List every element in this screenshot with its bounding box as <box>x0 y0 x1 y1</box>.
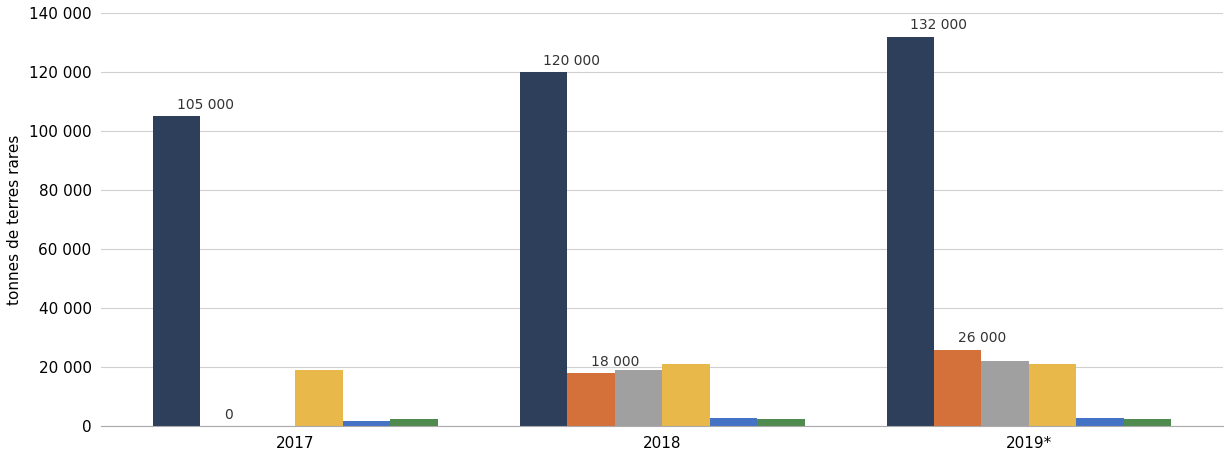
Bar <box>1076 418 1124 426</box>
Text: 120 000: 120 000 <box>544 54 600 68</box>
Bar <box>758 419 804 426</box>
Text: 18 000: 18 000 <box>590 355 640 369</box>
Bar <box>153 116 200 426</box>
Bar <box>343 421 390 426</box>
Bar <box>615 370 662 426</box>
Text: 105 000: 105 000 <box>177 98 234 112</box>
Bar <box>710 418 758 426</box>
Bar <box>520 72 567 426</box>
Y-axis label: tonnes de terres rares: tonnes de terres rares <box>7 135 22 305</box>
Bar <box>887 37 934 426</box>
Bar <box>1124 419 1171 426</box>
Bar <box>390 419 438 426</box>
Text: 0: 0 <box>224 408 232 422</box>
Bar <box>567 373 615 426</box>
Bar <box>1028 364 1076 426</box>
Bar <box>295 370 343 426</box>
Text: 26 000: 26 000 <box>958 331 1006 345</box>
Text: 132 000: 132 000 <box>910 18 967 32</box>
Bar <box>662 364 710 426</box>
Bar <box>982 361 1028 426</box>
Bar <box>934 349 982 426</box>
